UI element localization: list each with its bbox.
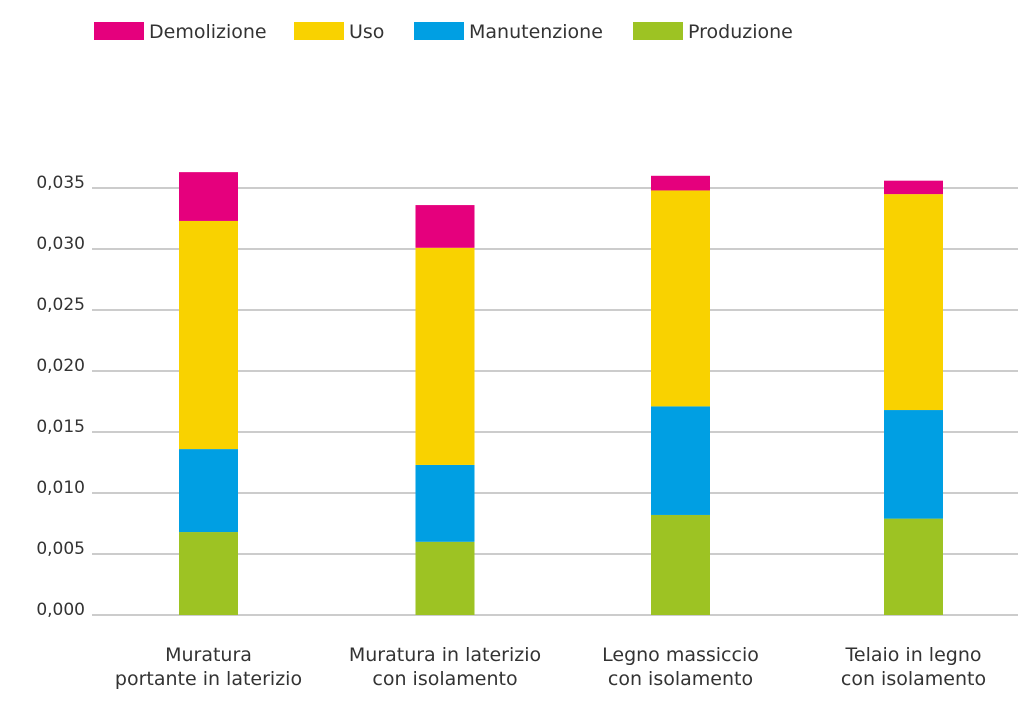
bar-segment-manutenzione bbox=[415, 464, 475, 542]
legend-swatch bbox=[633, 22, 683, 40]
x-category-label: Muratura in laterizio con isolamento bbox=[349, 644, 541, 690]
legend-swatch bbox=[414, 22, 464, 40]
bar-segment-manutenzione bbox=[884, 410, 943, 519]
legend-swatch bbox=[94, 22, 144, 40]
bars bbox=[179, 172, 943, 615]
y-tick-label: 0,015 bbox=[36, 417, 85, 437]
bar-stack bbox=[179, 172, 238, 615]
y-tick-label: 0,000 bbox=[36, 600, 85, 620]
bar-segment-uso bbox=[884, 194, 943, 411]
bar-segment-produzione bbox=[651, 514, 710, 615]
legend-item-manutenzione: Manutenzione bbox=[414, 21, 603, 43]
legend-item-uso: Uso bbox=[294, 21, 384, 43]
bar-segment-uso bbox=[651, 190, 710, 407]
legend-label: Produzione bbox=[688, 21, 793, 43]
grid-lines bbox=[92, 187, 1018, 616]
bar-stack bbox=[884, 180, 943, 615]
y-tick-label: 0,005 bbox=[36, 539, 85, 559]
bar-stack bbox=[651, 175, 710, 615]
legend-item-produzione: Produzione bbox=[633, 21, 793, 43]
bar-segment-demolizione bbox=[415, 205, 475, 248]
bar-segment-uso bbox=[179, 220, 238, 450]
y-axis: 0,000 0,005 0,010 0,015 0,020 0,025 0,030 0,035 bbox=[36, 173, 85, 620]
y-tick-label: 0,010 bbox=[36, 478, 85, 498]
x-category-label: Telaio in legno con isolamento bbox=[841, 644, 986, 690]
legend: Demolizione Uso Manutenzione Produzione bbox=[94, 21, 793, 43]
bar-segment-demolizione bbox=[884, 180, 943, 195]
bar-segment-manutenzione bbox=[179, 449, 238, 533]
y-tick-label: 0,020 bbox=[36, 356, 85, 376]
legend-item-demolizione: Demolizione bbox=[94, 21, 267, 43]
legend-label: Uso bbox=[349, 21, 384, 43]
y-tick-label: 0,025 bbox=[36, 295, 85, 315]
legend-label: Demolizione bbox=[149, 21, 267, 43]
x-axis: Muratura portante in laterizio Muratura in… bbox=[115, 644, 986, 690]
bar-segment-demolizione bbox=[651, 175, 710, 191]
bar-segment-produzione bbox=[179, 532, 238, 615]
y-tick-label: 0,030 bbox=[36, 234, 85, 254]
legend-label: Manutenzione bbox=[469, 21, 603, 43]
bar-segment-produzione bbox=[415, 541, 475, 615]
y-tick-label: 0,035 bbox=[36, 173, 85, 193]
bar-segment-manutenzione bbox=[651, 406, 710, 515]
bar-segment-uso bbox=[415, 247, 475, 465]
x-category-label: Muratura portante in laterizio bbox=[115, 644, 302, 690]
x-category-label: Legno massiccio con isolamento bbox=[602, 644, 759, 690]
bar-segment-demolizione bbox=[179, 172, 238, 221]
legend-swatch bbox=[294, 22, 344, 40]
bar-segment-produzione bbox=[884, 518, 943, 615]
bar-stack bbox=[415, 205, 475, 615]
